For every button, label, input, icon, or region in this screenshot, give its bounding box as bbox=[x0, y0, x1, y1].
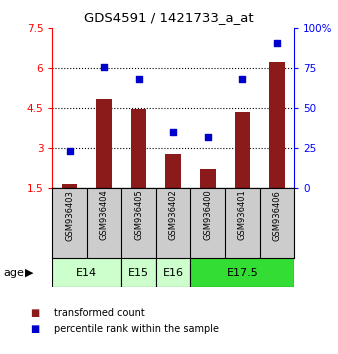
Text: transformed count: transformed count bbox=[54, 308, 145, 318]
Bar bbox=[131, 109, 146, 188]
Text: ■: ■ bbox=[30, 308, 40, 318]
Text: GSM936406: GSM936406 bbox=[272, 190, 281, 241]
Text: GSM936404: GSM936404 bbox=[100, 190, 109, 240]
Bar bbox=[166, 154, 181, 188]
Bar bbox=[269, 62, 285, 188]
Point bbox=[205, 134, 211, 139]
Bar bbox=[156, 258, 191, 287]
Text: age: age bbox=[3, 268, 24, 278]
Point bbox=[240, 76, 245, 82]
Text: E16: E16 bbox=[163, 268, 184, 278]
Bar bbox=[200, 169, 216, 188]
Bar bbox=[235, 112, 250, 188]
Bar bbox=[96, 99, 112, 188]
Point bbox=[101, 64, 107, 69]
Text: percentile rank within the sample: percentile rank within the sample bbox=[54, 324, 219, 333]
Bar bbox=[191, 258, 294, 287]
Text: E14: E14 bbox=[76, 268, 97, 278]
Bar bbox=[52, 258, 121, 287]
Text: GDS4591 / 1421733_a_at: GDS4591 / 1421733_a_at bbox=[84, 11, 254, 24]
Bar bbox=[121, 258, 156, 287]
Text: GSM936401: GSM936401 bbox=[238, 190, 247, 240]
Text: GSM936405: GSM936405 bbox=[134, 190, 143, 240]
Text: GSM936403: GSM936403 bbox=[65, 190, 74, 241]
Point bbox=[274, 40, 280, 46]
Point bbox=[67, 148, 72, 154]
Text: ▶: ▶ bbox=[25, 268, 34, 278]
Point bbox=[136, 76, 141, 82]
Text: ■: ■ bbox=[30, 324, 40, 333]
Bar bbox=[62, 184, 77, 188]
Text: E17.5: E17.5 bbox=[226, 268, 258, 278]
Point bbox=[171, 129, 176, 135]
Text: GSM936400: GSM936400 bbox=[203, 190, 212, 240]
Text: GSM936402: GSM936402 bbox=[169, 190, 178, 240]
Text: E15: E15 bbox=[128, 268, 149, 278]
